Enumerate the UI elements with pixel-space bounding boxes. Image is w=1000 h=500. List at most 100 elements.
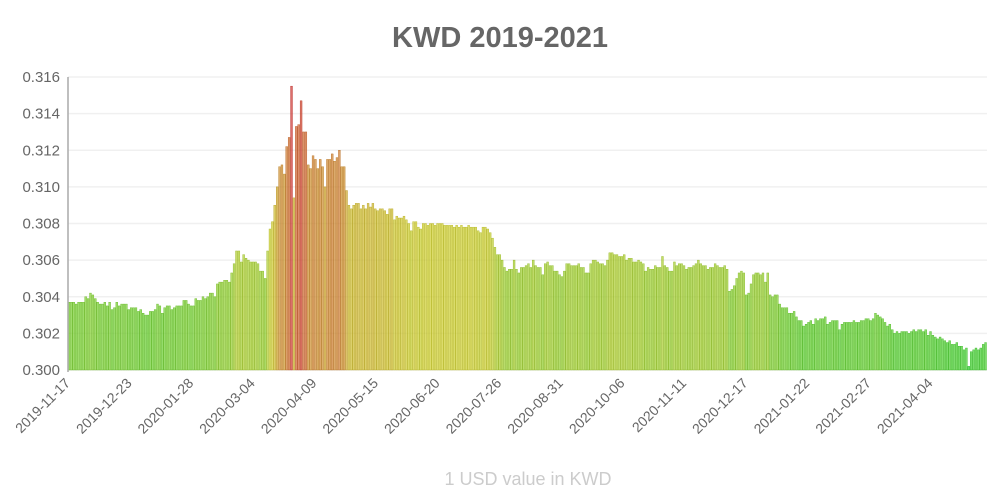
bar	[450, 225, 454, 371]
y-tick-label: 0.302	[22, 325, 60, 342]
y-tick-label: 0.310	[22, 179, 60, 196]
bar	[276, 186, 279, 371]
bar	[816, 320, 820, 371]
bar	[596, 261, 599, 371]
bar	[948, 340, 951, 371]
bar	[412, 221, 415, 371]
bar	[285, 146, 288, 371]
y-tick-label: 0.314	[22, 106, 60, 123]
bar	[465, 226, 468, 371]
bar	[110, 309, 114, 371]
bar	[553, 270, 556, 371]
bar	[565, 263, 568, 371]
bar	[316, 168, 319, 371]
bar	[845, 322, 848, 371]
bar	[917, 329, 920, 371]
bar	[218, 281, 221, 371]
bar	[486, 228, 489, 371]
bar	[209, 292, 212, 371]
bar	[582, 267, 585, 371]
bar	[352, 204, 355, 371]
bar	[228, 281, 231, 371]
bar	[378, 208, 382, 371]
bar	[838, 329, 841, 371]
y-tick-label: 0.300	[22, 362, 60, 379]
y-tick-label: 0.304	[22, 289, 60, 306]
bar	[790, 313, 793, 371]
bar	[101, 303, 104, 371]
bar	[376, 210, 379, 371]
bar	[548, 265, 552, 371]
bar	[297, 124, 300, 371]
bar	[192, 305, 195, 371]
bar	[544, 263, 547, 371]
bar	[532, 259, 535, 371]
bar	[345, 190, 348, 371]
bar	[833, 320, 836, 371]
bar	[522, 267, 525, 371]
bar	[144, 314, 147, 371]
bar	[194, 298, 197, 371]
x-tick-label: 2020-01-28	[134, 375, 196, 437]
bar	[520, 267, 523, 371]
bar	[474, 226, 477, 371]
bar	[139, 309, 142, 371]
bar	[575, 265, 578, 371]
bar	[965, 347, 968, 371]
bar	[113, 307, 116, 371]
bar	[381, 208, 384, 371]
bar	[295, 126, 298, 371]
bar	[120, 303, 123, 371]
bar	[869, 320, 872, 371]
bar	[737, 272, 741, 371]
y-axis-ticks: 0.300 0.302 0.304 0.306 0.308 0.310 0.312 0.314…	[22, 69, 60, 379]
bar	[70, 302, 73, 371]
bar	[177, 305, 181, 371]
bar	[156, 303, 159, 371]
bar	[809, 320, 812, 371]
bar	[259, 270, 262, 371]
bar	[331, 153, 334, 371]
bar	[419, 228, 422, 371]
bar	[943, 340, 947, 371]
bar	[934, 336, 937, 371]
bar	[151, 311, 154, 371]
x-tick-label: 2019-11-17	[12, 375, 73, 436]
bar	[608, 252, 611, 371]
bar	[661, 256, 664, 371]
bar	[950, 344, 954, 371]
bar	[354, 203, 358, 371]
bar	[702, 265, 705, 371]
bar	[946, 342, 949, 371]
bar	[443, 225, 446, 371]
bar	[642, 263, 645, 371]
y-tick-label: 0.316	[22, 69, 60, 86]
bar	[859, 320, 863, 371]
bar	[895, 331, 899, 371]
bar	[792, 311, 796, 371]
bar	[230, 272, 233, 371]
bar	[287, 137, 291, 371]
bar	[821, 318, 824, 371]
bar	[115, 302, 118, 371]
bar	[264, 278, 267, 371]
bar	[319, 159, 322, 371]
bar	[541, 274, 544, 371]
bar	[831, 320, 834, 371]
bar	[800, 320, 803, 371]
bar	[546, 261, 549, 371]
bar	[757, 272, 760, 371]
bar	[690, 267, 693, 371]
bar	[225, 280, 229, 371]
y-tick-label: 0.306	[22, 252, 60, 269]
bar	[970, 351, 973, 371]
bar	[326, 159, 329, 371]
chart-title: KWD 2019-2021	[392, 22, 608, 54]
bar	[472, 226, 475, 371]
bar	[874, 313, 877, 371]
bar	[883, 322, 887, 371]
bar	[955, 342, 958, 371]
bar	[491, 237, 494, 371]
bar	[498, 254, 501, 371]
